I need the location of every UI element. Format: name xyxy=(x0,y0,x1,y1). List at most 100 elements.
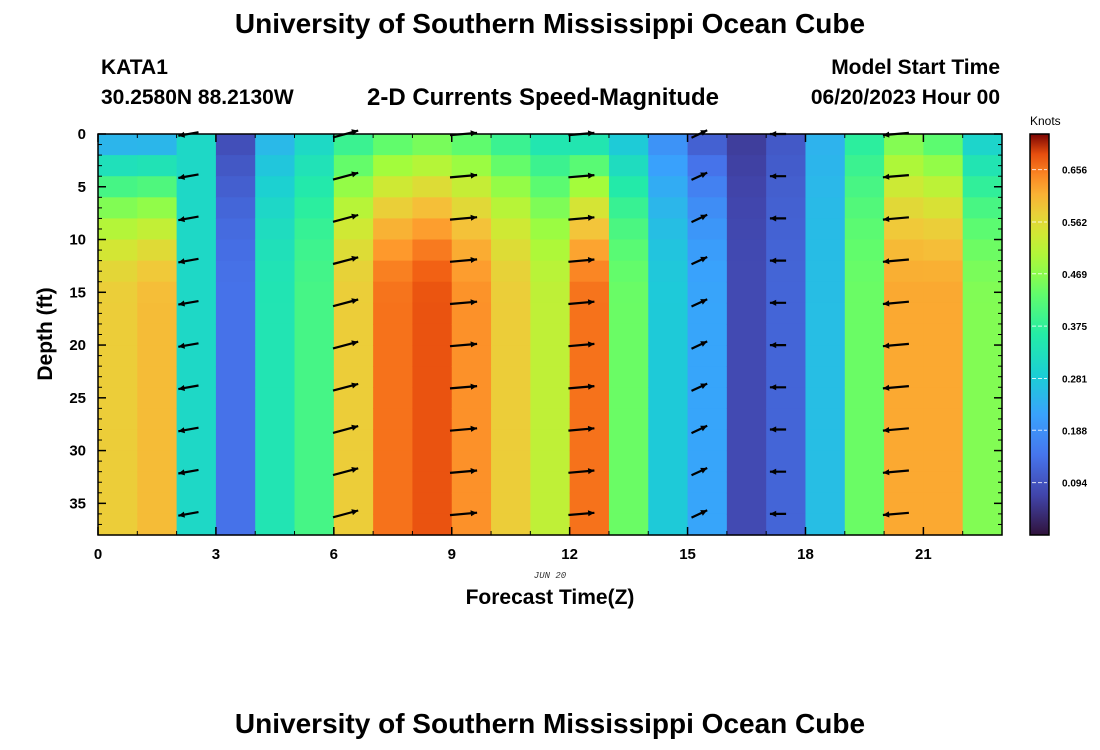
heatmap-cell xyxy=(255,471,296,494)
heatmap-cell xyxy=(530,345,571,367)
heatmap-cell xyxy=(608,450,649,473)
heatmap-cell xyxy=(805,260,846,283)
heatmap-cell xyxy=(451,239,492,262)
heatmap-cell xyxy=(137,323,178,346)
heatmap-cell xyxy=(962,176,1003,198)
heatmap-cell xyxy=(98,260,138,283)
heatmap-cell xyxy=(569,429,610,452)
heatmap-cell xyxy=(923,176,964,198)
heatmap-cell xyxy=(844,471,885,494)
heatmap-cell xyxy=(255,155,296,177)
x-tick-label: 12 xyxy=(561,546,578,563)
heatmap-cell xyxy=(451,387,492,409)
heatmap-cell xyxy=(98,408,138,431)
heatmap-cell xyxy=(844,450,885,473)
heatmap-cell xyxy=(687,366,728,388)
heatmap-cell xyxy=(766,429,807,452)
heatmap-cell xyxy=(805,471,846,494)
heatmap-cell xyxy=(726,302,767,325)
vector-head xyxy=(700,510,708,516)
current-vector-arrow xyxy=(178,511,199,518)
heatmap-cell xyxy=(137,408,178,431)
heatmap-cell xyxy=(294,218,335,241)
heatmap-cell xyxy=(530,492,571,515)
axes: 0 3 6 9 12 15 18 21 0 5 10 15 20 25 30 35 xyxy=(69,126,1002,563)
vector-head xyxy=(178,216,185,223)
heatmap-cell xyxy=(962,302,1003,325)
heatmap-cell xyxy=(962,197,1003,220)
heatmap-cell xyxy=(923,197,964,220)
heatmap-cell xyxy=(255,218,296,241)
heatmap-cell xyxy=(805,323,846,346)
heatmap-cell xyxy=(333,155,374,177)
heatmap-cell xyxy=(451,281,492,304)
heatmap-cell xyxy=(255,302,296,325)
heatmap-cell xyxy=(373,302,414,325)
heatmap-cell xyxy=(373,323,414,346)
heatmap-cell xyxy=(255,134,296,156)
heatmap-cell xyxy=(648,323,689,346)
heatmap-cell xyxy=(962,429,1003,452)
heatmap-cell xyxy=(687,134,728,156)
heatmap-cell xyxy=(608,218,649,241)
heatmap-cell xyxy=(98,345,138,367)
vector-head xyxy=(178,427,185,434)
heatmap-cell xyxy=(766,471,807,494)
heatmap-cell xyxy=(608,345,649,367)
heatmap-cell xyxy=(923,281,964,304)
colorbar-tick-label: 0.281 xyxy=(1062,374,1087,385)
heatmap-cell xyxy=(962,387,1003,409)
heatmap-cell xyxy=(176,239,217,262)
current-vector-arrow xyxy=(691,424,708,435)
heatmap-cell xyxy=(884,302,924,325)
y-axis-title: Depth (ft) xyxy=(34,287,57,380)
vector-head xyxy=(351,424,359,431)
heatmap-cell xyxy=(294,134,335,156)
heatmap-cell xyxy=(884,408,924,431)
vector-head xyxy=(769,215,777,222)
current-vector-arrow xyxy=(449,383,478,390)
model-start-label: Model Start Time xyxy=(831,56,1000,79)
vector-head xyxy=(470,341,478,348)
vector-head xyxy=(351,382,359,389)
heatmap-cell xyxy=(923,492,964,515)
heatmap-cell xyxy=(98,513,138,536)
heatmap-cell xyxy=(333,492,374,515)
current-vector-arrow xyxy=(449,425,478,432)
heatmap-cell xyxy=(255,366,296,388)
vector-head xyxy=(178,342,185,349)
heatmap-cell xyxy=(687,492,728,515)
heatmap-cell xyxy=(608,471,649,494)
heatmap-cell xyxy=(962,408,1003,431)
heatmap-cell xyxy=(373,134,414,156)
heatmap-cell xyxy=(530,387,571,409)
heatmap-cell xyxy=(451,302,492,325)
heatmap-cell xyxy=(215,471,256,494)
vector-head xyxy=(769,173,777,180)
heatmap-cell xyxy=(98,471,138,494)
heatmap-cell xyxy=(726,218,767,241)
current-vector-arrow xyxy=(568,257,595,264)
heatmap-cell xyxy=(726,408,767,431)
heatmap-cell xyxy=(687,239,728,262)
colorbar-tick-label: 0.656 xyxy=(1062,166,1087,177)
heatmap-cell xyxy=(255,513,296,536)
heatmap-cell xyxy=(844,408,885,431)
heatmap-cell xyxy=(451,323,492,346)
heatmap-cell xyxy=(530,302,571,325)
current-vector-arrow xyxy=(332,171,359,181)
heatmap-cell xyxy=(255,387,296,409)
heatmap-cell xyxy=(215,513,256,536)
current-vector-arrow xyxy=(449,468,478,475)
heatmap-cell xyxy=(530,323,571,346)
colorbar-tick-label: 0.094 xyxy=(1062,479,1087,490)
heatmap-cell xyxy=(215,492,256,515)
heatmap-cell xyxy=(844,155,885,177)
heatmap-cell xyxy=(884,197,924,220)
heatmap-cell xyxy=(333,302,374,325)
heatmap-cell xyxy=(530,513,571,536)
heatmap-cell xyxy=(373,176,414,198)
heatmap-cell xyxy=(766,366,807,388)
heatmap-cell xyxy=(412,176,453,198)
heatmap-cell xyxy=(530,281,571,304)
